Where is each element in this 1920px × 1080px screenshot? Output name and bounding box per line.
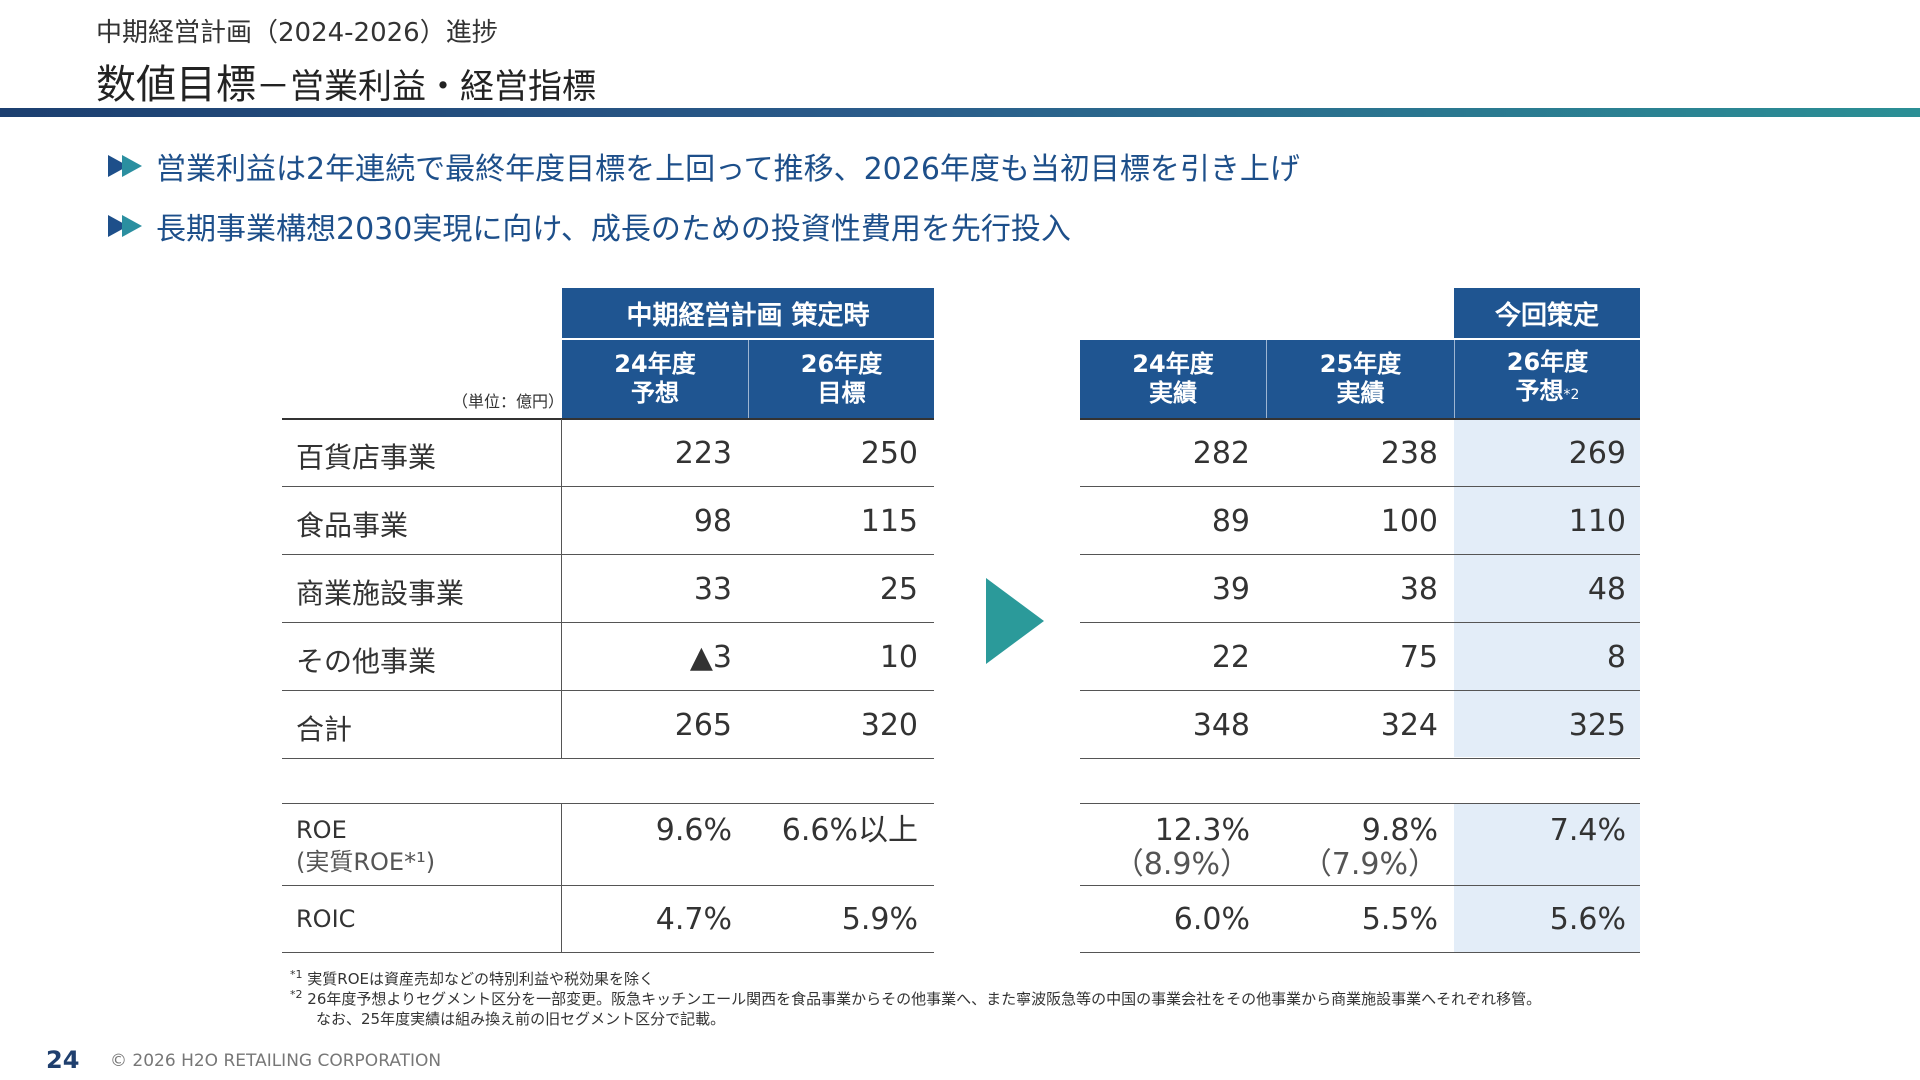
row-label-food: 食品事業 xyxy=(296,509,409,542)
double-arrow-icon xyxy=(108,155,144,177)
footnote-1: *1 実質ROEは資産売却などの特別利益や税効果を除く xyxy=(290,968,654,988)
rule xyxy=(1080,418,1640,420)
page-title: 数値目標－営業利益・経営指標 xyxy=(96,52,596,110)
cell: 8 xyxy=(1606,640,1626,675)
rule xyxy=(1080,803,1640,804)
cell: 325 xyxy=(1568,708,1626,743)
rule xyxy=(282,554,934,555)
cell: 4.7% xyxy=(655,902,732,937)
col-header-4: 25年度 実績 xyxy=(1266,340,1454,418)
rule xyxy=(282,885,934,886)
cell: 25 xyxy=(879,572,918,607)
cell: 75 xyxy=(1399,640,1438,675)
rule xyxy=(282,803,934,804)
bullet-1-text: 営業利益は2年連続で最終年度目標を上回って推移、2026年度も当初目標を引き上げ xyxy=(156,152,1300,187)
cell: 269 xyxy=(1568,436,1626,471)
super-title: 中期経営計画（2024-2026）進捗 xyxy=(96,18,498,48)
rule xyxy=(1080,622,1640,623)
col-header-1: 24年度 予想 xyxy=(562,340,748,418)
rule xyxy=(282,952,934,953)
bullet-2-text: 長期事業構想2030実現に向け、成長のための投資性費用を先行投入 xyxy=(156,212,1071,247)
cell: 7.4% xyxy=(1549,813,1626,848)
rule xyxy=(282,758,934,759)
row-label-dept: 百貨店事業 xyxy=(296,441,437,474)
page-number: 24 xyxy=(46,1046,80,1074)
rule xyxy=(282,690,934,691)
cell: 223 xyxy=(674,436,732,471)
cell: 324 xyxy=(1380,708,1438,743)
double-arrow-icon xyxy=(108,215,144,237)
cell: ▲3 xyxy=(689,640,732,675)
play-arrow-icon xyxy=(986,578,1044,664)
row-label-total: 合計 xyxy=(296,713,353,746)
rule xyxy=(282,486,934,487)
cell: 265 xyxy=(674,708,732,743)
cell: 238 xyxy=(1380,436,1438,471)
title-rule xyxy=(0,108,1920,117)
rule xyxy=(1080,486,1640,487)
row-label-other: その他事業 xyxy=(296,645,437,678)
cell: 12.3% （8.9%） xyxy=(1113,813,1250,882)
cell: 22 xyxy=(1211,640,1250,675)
footnote-2-continued: なお、25年度実績は組み換え前の旧セグメント区分で記載。 xyxy=(316,1010,726,1028)
revised-group-header: 今回策定 xyxy=(1454,288,1640,338)
cell: 250 xyxy=(860,436,918,471)
cell: 6.6%以上 xyxy=(781,813,918,848)
cell: 6.0% xyxy=(1173,902,1250,937)
cell: 33 xyxy=(693,572,732,607)
cell: 38 xyxy=(1399,572,1438,607)
revised-column-shade xyxy=(1454,419,1640,757)
cell: 48 xyxy=(1587,572,1626,607)
row-label-roe: ROE (実質ROE*¹) xyxy=(296,816,436,876)
bullet-1: 営業利益は2年連続で最終年度目標を上回って推移、2026年度も当初目標を引き上げ xyxy=(108,144,1300,188)
cell: 115 xyxy=(860,504,918,539)
rule xyxy=(1080,690,1640,691)
row-label-roic: ROIC xyxy=(296,905,356,933)
title-main: 数値目標 xyxy=(96,62,256,108)
footnote-mark: *2 xyxy=(1563,387,1580,403)
rule xyxy=(1080,758,1640,759)
rule xyxy=(1080,554,1640,555)
cell: 320 xyxy=(860,708,918,743)
footnote-2: *2 26年度予想よりセグメント区分を一部変更。阪急キッチンエール関西を食品事業… xyxy=(290,988,1542,1008)
cell: 9.8% （7.9%） xyxy=(1301,813,1438,882)
revised-column-shade-2 xyxy=(1454,804,1640,952)
cell: 348 xyxy=(1192,708,1250,743)
rule xyxy=(1080,885,1640,886)
cell: 10 xyxy=(879,640,918,675)
cell: 5.5% xyxy=(1361,902,1438,937)
cell: 9.6% xyxy=(655,813,732,848)
bullet-2: 長期事業構想2030実現に向け、成長のための投資性費用を先行投入 xyxy=(108,204,1071,248)
cell: 5.9% xyxy=(841,902,918,937)
cell: 282 xyxy=(1192,436,1250,471)
title-sub: －営業利益・経営指標 xyxy=(256,67,596,107)
cell: 100 xyxy=(1380,504,1438,539)
cell: 5.6% xyxy=(1549,902,1626,937)
cell: 39 xyxy=(1211,572,1250,607)
plan-group-header: 中期経営計画 策定時 xyxy=(562,288,934,338)
column-rule xyxy=(561,419,562,758)
col-header-5: 26年度 予想*2 xyxy=(1454,340,1640,418)
col-header-3: 24年度 実績 xyxy=(1080,340,1266,418)
rule xyxy=(1080,952,1640,953)
cell: 89 xyxy=(1211,504,1250,539)
rule xyxy=(282,622,934,623)
cell: 98 xyxy=(693,504,732,539)
rule xyxy=(282,418,934,420)
cell: 110 xyxy=(1568,504,1626,539)
column-rule xyxy=(561,804,562,952)
row-label-commercial: 商業施設事業 xyxy=(296,577,465,610)
unit-label: （単位：億円） xyxy=(452,392,565,411)
copyright: © 2026 H2O RETAILING CORPORATION xyxy=(110,1051,442,1071)
col-header-2: 26年度 目標 xyxy=(748,340,934,418)
